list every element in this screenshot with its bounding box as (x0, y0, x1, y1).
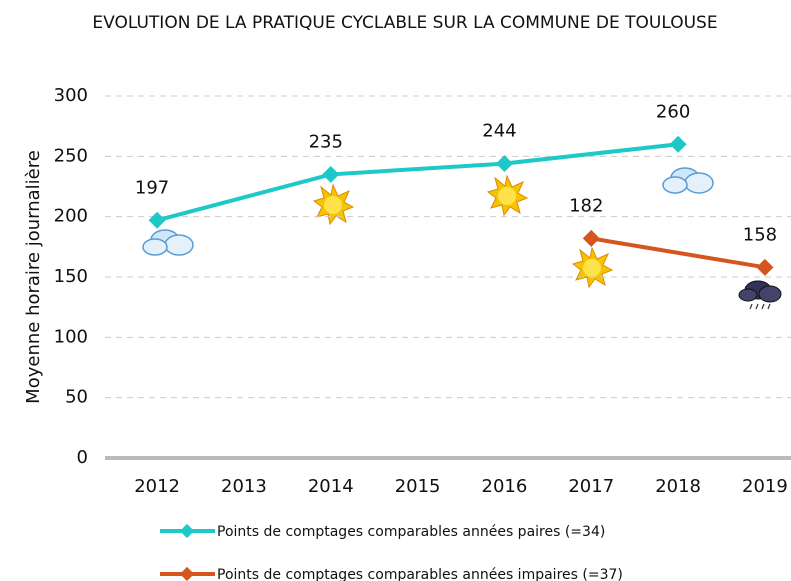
point-marker (322, 165, 340, 183)
data-label: 244 (482, 121, 516, 142)
legend-marker (179, 523, 195, 539)
weather-icons (142, 167, 782, 310)
point-marker (582, 229, 600, 247)
point-marker (669, 135, 687, 153)
y-tick-label: 300 (54, 85, 88, 106)
cloud-icon (142, 229, 194, 256)
y-tick-label: 200 (54, 206, 88, 227)
legend-label: Points de comptages comparables années p… (217, 524, 605, 540)
series-line (156, 142, 679, 223)
point-marker (148, 211, 166, 229)
y-tick-label: 250 (54, 145, 88, 166)
cloud-icon (662, 167, 714, 194)
data-label: 197 (135, 177, 169, 198)
legend-marker (179, 566, 195, 581)
legend-label: Points de comptages comparables années i… (217, 567, 623, 581)
x-tick-label: 2018 (655, 476, 701, 497)
sun-icon (572, 247, 613, 288)
y-tick-label: 0 (77, 447, 88, 468)
sun-icon (313, 184, 354, 225)
y-tick-label: 150 (54, 266, 88, 287)
series-line (590, 236, 766, 270)
data-label: 235 (309, 131, 343, 152)
data-label: 158 (743, 224, 777, 245)
x-tick-label: 2014 (308, 476, 354, 497)
rain-icon (738, 280, 782, 310)
x-tick-label: 2017 (568, 476, 614, 497)
sun-icon (487, 175, 528, 216)
point-marker (756, 258, 774, 276)
x-tick-label: 2012 (134, 476, 180, 497)
x-tick-label: 2015 (395, 476, 441, 497)
chart-title: EVOLUTION DE LA PRATIQUE CYCLABLE SUR LA… (92, 13, 718, 33)
x-tick-label: 2016 (482, 476, 528, 497)
x-tick-label: 2019 (742, 476, 788, 497)
data-label: 182 (569, 195, 603, 216)
y-axis-label: Moyenne horaire journalière (23, 150, 44, 404)
x-tick-label: 2013 (221, 476, 267, 497)
point-marker (495, 155, 513, 173)
data-label: 260 (656, 101, 690, 122)
y-tick-label: 50 (65, 387, 88, 408)
y-tick-label: 100 (54, 326, 88, 347)
